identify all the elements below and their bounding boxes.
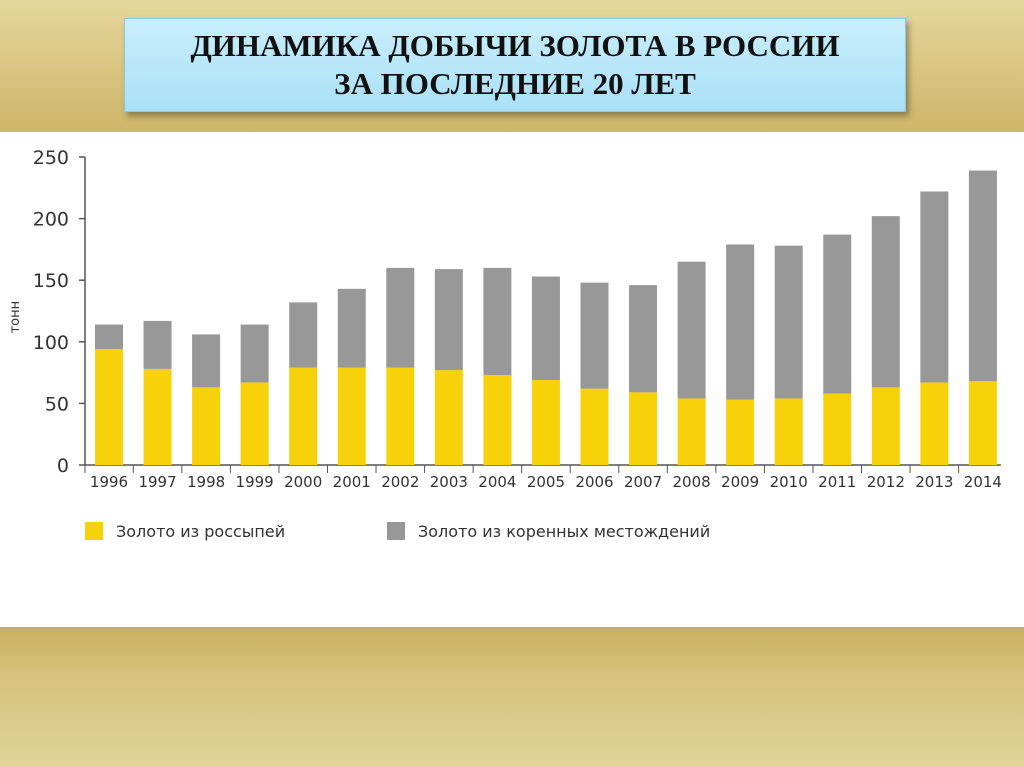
bar-bedrock-gold	[95, 324, 123, 350]
bar-placer-gold	[823, 393, 852, 465]
bar-placer-gold	[968, 381, 997, 465]
x-tick-label: 1998	[187, 473, 225, 491]
x-tick-label: 1997	[138, 473, 176, 491]
x-tick-label: 2006	[575, 473, 613, 491]
y-tick-label: 50	[45, 393, 69, 415]
bar-bedrock-gold	[677, 261, 706, 399]
bar-bedrock-gold	[871, 216, 900, 388]
bar-placer-gold	[95, 349, 123, 465]
bar-bedrock-gold	[386, 267, 415, 368]
bar-bedrock-gold	[531, 276, 560, 380]
stacked-bar-chart: 0 50 100 150 200 250 тонн 1996 1997 1998 1999 2000 2…	[8, 147, 1002, 541]
x-tick-label: 2009	[721, 473, 759, 491]
bar-bedrock-gold	[483, 267, 512, 376]
x-tick-label: 2003	[430, 473, 468, 491]
slide-title-line-2: ЗА ПОСЛЕДНИЕ 20 ЛЕТ	[334, 66, 696, 101]
bar-placer-gold	[434, 370, 463, 465]
bar-placer-gold	[192, 387, 221, 465]
bar-placer-gold	[240, 382, 269, 465]
bar-bedrock-gold	[192, 334, 221, 388]
y-tick-label: 200	[33, 209, 69, 231]
x-tick-label: 2005	[527, 473, 565, 491]
slide-title-line-1: ДИНАМИКА ДОБЫЧИ ЗОЛОТА В РОССИИ	[190, 28, 840, 63]
x-tick-label: 2007	[624, 473, 662, 491]
bar-bedrock-gold	[968, 170, 997, 382]
y-tick-label: 0	[57, 455, 69, 477]
bar-placer-gold	[774, 398, 803, 465]
x-tick-label: 2001	[333, 473, 371, 491]
legend-label-placer: Золото из россыпей	[116, 522, 285, 541]
y-tick-label: 250	[33, 147, 69, 169]
bar-bedrock-gold	[289, 302, 318, 368]
x-tick-label: 2013	[915, 473, 953, 491]
legend-swatch-placer	[85, 522, 103, 540]
bar-placer-gold	[726, 399, 755, 465]
bar-placer-gold	[871, 387, 900, 465]
bar-placer-gold	[580, 388, 609, 465]
bar-bedrock-gold	[434, 269, 463, 371]
bar-bedrock-gold	[240, 324, 269, 383]
legend-label-bedrock: Золото из коренных местождений	[418, 522, 710, 541]
slide-title: ДИНАМИКА ДОБЫЧИ ЗОЛОТА В РОССИИ ЗА ПОСЛЕ…	[124, 18, 906, 112]
chart-area: 0 50 100 150 200 250 тонн 1996 1997 1998 1999 2000 2…	[0, 132, 1024, 627]
bar-placer-gold	[386, 367, 415, 465]
bar-bedrock-gold	[774, 245, 803, 399]
bar-placer-gold	[143, 368, 172, 465]
x-tick-label: 1996	[90, 473, 128, 491]
x-tick-label: 2011	[818, 473, 856, 491]
bar-bedrock-gold	[143, 320, 172, 369]
bar-bedrock-gold	[920, 191, 949, 383]
x-tick-label: 2012	[867, 473, 905, 491]
y-axis-label: тонн	[8, 301, 23, 334]
bar-bedrock-gold	[823, 234, 852, 394]
bar-bedrock-gold	[337, 288, 366, 368]
x-tick-label: 2002	[381, 473, 419, 491]
bar-bedrock-gold	[580, 282, 609, 389]
bar-placer-gold	[920, 382, 949, 465]
bar-placer-gold	[337, 367, 366, 465]
x-tick-label: 2004	[478, 473, 516, 491]
bar-bedrock-gold	[629, 285, 658, 393]
legend-swatch-bedrock	[387, 522, 405, 540]
bar-placer-gold	[531, 379, 560, 465]
bar-placer-gold	[629, 392, 658, 465]
y-tick-label: 150	[33, 270, 69, 292]
bar-placer-gold	[677, 398, 706, 465]
x-tick-label: 2000	[284, 473, 322, 491]
bar-bedrock-gold	[726, 244, 755, 400]
x-tick-label: 1999	[236, 473, 274, 491]
y-tick-label: 100	[33, 332, 69, 354]
bar-placer-gold	[289, 367, 318, 465]
bottom-decorative-band	[0, 627, 1024, 767]
bar-placer-gold	[483, 375, 512, 465]
x-tick-label: 2008	[673, 473, 711, 491]
x-tick-label: 2014	[964, 473, 1002, 491]
x-tick-label: 2010	[770, 473, 808, 491]
